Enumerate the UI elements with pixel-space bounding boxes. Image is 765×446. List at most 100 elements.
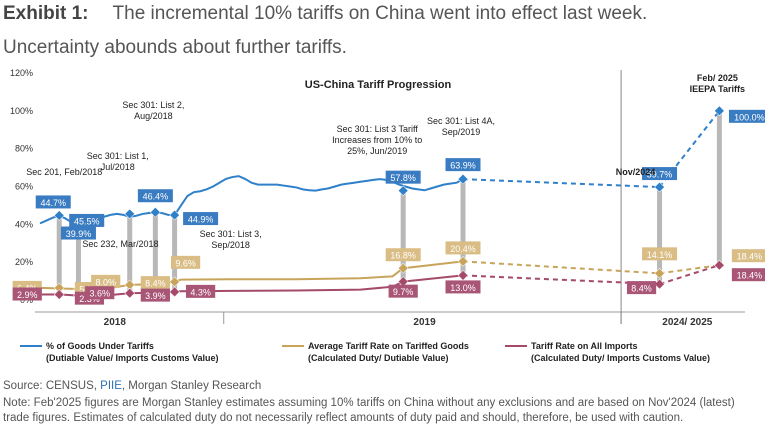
all-imports-series-point bbox=[397, 276, 409, 287]
exhibit-title-line-1: The incremental 10% tariffs on China wen… bbox=[112, 3, 648, 24]
note-text: Note: Feb'2025 figures are Morgan Stanle… bbox=[3, 397, 735, 424]
legend-sublabel: (Calculated Duty/ Dutiable Value) bbox=[308, 353, 449, 363]
goods-data-label: 63.9% bbox=[450, 161, 476, 171]
avg-data-label-box bbox=[642, 247, 678, 261]
avg-data-label-box bbox=[140, 276, 170, 290]
exhibit-header: Exhibit 1: The incremental 10% tariffs on… bbox=[3, 2, 763, 60]
annotation-list1: Sec 301: List 1, bbox=[87, 151, 149, 161]
annotation-sec232: Sec 232, Mar/2018 bbox=[82, 239, 158, 249]
avg-data-label: 8.4% bbox=[145, 279, 166, 289]
exhibit-label: Exhibit 1: bbox=[3, 3, 89, 24]
annotation-list3-increase: Sec 301: List 3 Tariff bbox=[337, 124, 419, 134]
goods-data-label-box bbox=[183, 212, 219, 226]
all-imports-series-point bbox=[53, 289, 65, 300]
y-tick-label: 80% bbox=[15, 144, 33, 154]
avg-data-label-box bbox=[170, 255, 201, 269]
exhibit-title-line-2: Uncertainty abounds about further tariff… bbox=[3, 37, 347, 58]
source-prefix: Source: CENSUS, bbox=[3, 380, 101, 392]
avg-rate-series-point bbox=[169, 276, 180, 288]
all-data-label-box bbox=[388, 284, 418, 298]
goods-data-label-box bbox=[35, 195, 71, 209]
goods-series-point bbox=[714, 105, 725, 117]
all-data-label: 4.3% bbox=[190, 287, 211, 297]
x-group-label: 2019 bbox=[413, 317, 436, 328]
y-tick-label: 60% bbox=[15, 182, 33, 192]
avg-rate-series-point bbox=[53, 282, 65, 294]
x-group-label: 2018 bbox=[104, 317, 127, 328]
all-data-label: 2.9% bbox=[17, 290, 38, 300]
goods-data-label-box bbox=[137, 189, 173, 203]
annotation-list1: Jul/2018 bbox=[101, 162, 135, 172]
avg-data-label: 14.1% bbox=[647, 250, 673, 260]
avg-rate-series-point bbox=[457, 256, 469, 267]
data-labels-layer: 44.7% 39.9% 45.5% 46.4% 44.9% 57.8% 63.9% 59.7%… bbox=[12, 109, 765, 305]
y-tick-label: 100% bbox=[10, 106, 33, 116]
avg-data-label: 8.0% bbox=[95, 277, 116, 287]
avg-data-label: 18.4% bbox=[737, 252, 763, 262]
y-tick-label: 120% bbox=[10, 68, 33, 78]
goods-data-label: 44.9% bbox=[188, 215, 214, 225]
annotation-list3: Sep/2018 bbox=[211, 240, 250, 250]
goods-data-label: 59.7% bbox=[647, 170, 673, 180]
annotation-feb2025: IEEPA Tariffs bbox=[690, 84, 745, 94]
all-data-label-box bbox=[140, 288, 170, 302]
avg-data-label-box bbox=[731, 249, 765, 263]
source-suffix: , Morgan Stanley Research bbox=[121, 380, 262, 392]
goods-data-label-box bbox=[385, 170, 421, 184]
goods-data-label-box bbox=[445, 158, 481, 172]
annotation-nov2024: Nov/2024 bbox=[616, 167, 656, 177]
annotation-list2: Aug/2018 bbox=[134, 111, 173, 121]
goods-series-point bbox=[397, 185, 409, 196]
all-data-label: 13.0% bbox=[450, 283, 476, 293]
legend-label: % of Goods Under Tariffs bbox=[46, 341, 154, 351]
all-imports-series-projection bbox=[462, 274, 660, 286]
avg-data-label: 20.4% bbox=[450, 244, 476, 254]
all-imports-series-point bbox=[457, 270, 469, 281]
goods-series-point bbox=[150, 206, 161, 218]
goods-data-label: 57.8% bbox=[390, 173, 416, 183]
goods-data-label: 39.9% bbox=[66, 229, 92, 239]
avg-data-label: 9.6% bbox=[175, 258, 196, 268]
goods-data-label-box bbox=[728, 109, 765, 123]
avg-data-label-box bbox=[385, 248, 421, 262]
goods-data-label: 45.5% bbox=[74, 216, 100, 226]
goods-data-label: 46.4% bbox=[143, 192, 169, 202]
goods-series-point bbox=[53, 210, 65, 221]
legend-label: Average Tariff Rate on Tariffed Goods bbox=[308, 341, 469, 351]
goods-data-label-box bbox=[60, 226, 96, 240]
annotation-list3: Sec 301: List 3, bbox=[200, 229, 262, 239]
y-tick-label: 40% bbox=[15, 219, 33, 229]
all-imports-series-point bbox=[124, 287, 136, 299]
goods-series-point bbox=[169, 209, 180, 221]
source-line: Source: CENSUS, PIIE, Morgan Stanley Res… bbox=[3, 380, 261, 392]
all-data-label: 8.4% bbox=[631, 284, 652, 294]
avg-rate-series-point bbox=[124, 279, 136, 291]
avg-rate-series-projection bbox=[462, 260, 660, 275]
goods-series-projection bbox=[658, 110, 721, 188]
goods-series-projection bbox=[462, 178, 660, 189]
goods-data-label-box bbox=[642, 167, 678, 181]
legend-label: Tariff Rate on All Imports bbox=[531, 341, 638, 351]
y-tick-label: 20% bbox=[15, 257, 33, 267]
avg-rate-series-point bbox=[654, 268, 665, 279]
goods-data-label: 44.7% bbox=[40, 198, 66, 208]
annotation-sec201: Sec 201, Feb/2018 bbox=[26, 167, 102, 177]
legend-layer: % of Goods Under Tariffs (Dutiable Value/… bbox=[20, 341, 710, 363]
chart-title: US-China Tariff Progression bbox=[305, 79, 452, 91]
source-highlight-piie[interactable]: PIIE bbox=[100, 380, 122, 392]
avg-data-label-box bbox=[445, 241, 481, 255]
annotation-feb2025: Feb/ 2025 bbox=[697, 73, 738, 83]
all-data-label-box bbox=[626, 281, 657, 295]
goods-series-point bbox=[124, 208, 136, 220]
annotation-list3-increase: 25%, Jun/2019 bbox=[347, 146, 407, 156]
goods-data-label-box bbox=[69, 213, 105, 227]
all-imports-series-point bbox=[714, 259, 725, 271]
annotation-list4a: Sec 301: List 4A, bbox=[427, 116, 495, 126]
goods-series-point bbox=[457, 173, 469, 185]
all-data-label-box bbox=[12, 287, 42, 301]
annotation-list2: Sec 301: List 2, bbox=[122, 100, 184, 110]
annotation-list3-increase: Increases from 10% to bbox=[332, 135, 422, 145]
goods-series-point bbox=[654, 181, 665, 193]
